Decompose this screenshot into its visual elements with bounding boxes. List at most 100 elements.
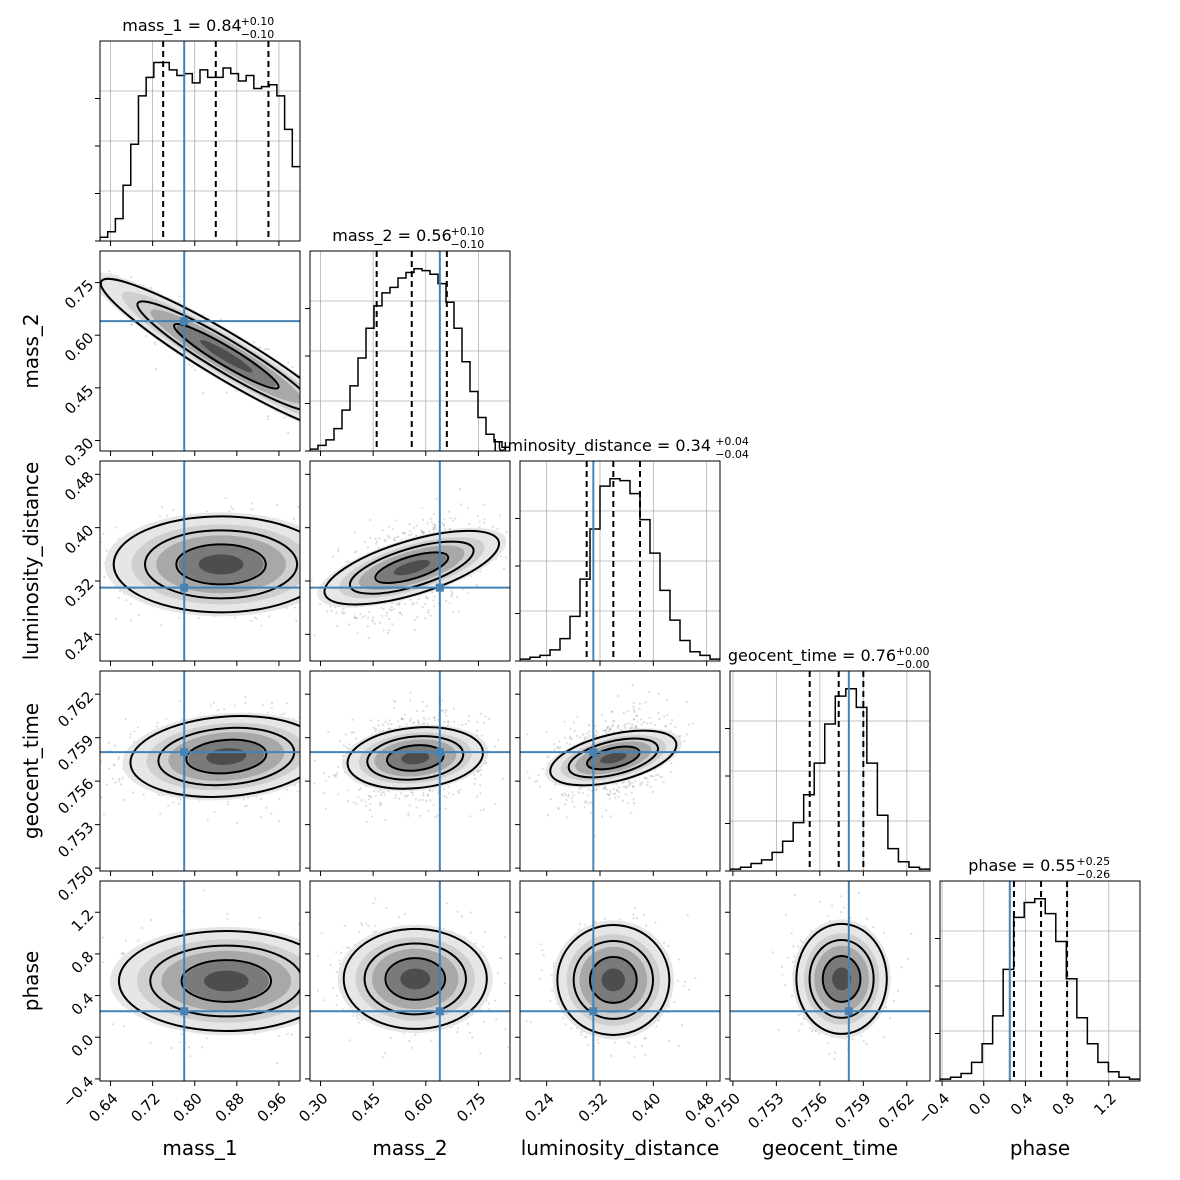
scatter-point bbox=[371, 619, 374, 622]
y-tick-label: 0.30 bbox=[61, 434, 97, 470]
scatter-point bbox=[394, 793, 397, 796]
scatter-point bbox=[311, 757, 313, 759]
scatter-point bbox=[205, 510, 208, 513]
scatter-point bbox=[417, 721, 420, 724]
y-tick-label: 0.48 bbox=[61, 468, 97, 504]
scatter-point bbox=[150, 286, 153, 289]
scatter-point bbox=[476, 721, 479, 724]
scatter-point bbox=[487, 717, 490, 721]
pair-panel-mass_2-vs-luminosity_distance bbox=[305, 460, 523, 666]
scatter-point bbox=[398, 611, 401, 614]
scatter-point bbox=[311, 418, 313, 420]
scatter-point bbox=[378, 801, 381, 804]
scatter-point bbox=[326, 755, 328, 757]
scatter-point bbox=[479, 792, 482, 795]
scatter-point bbox=[307, 398, 309, 400]
scatter-point bbox=[533, 780, 537, 783]
scatter-point bbox=[422, 716, 425, 720]
scatter-point bbox=[178, 616, 181, 619]
scatter-point bbox=[280, 713, 283, 716]
scatter-point bbox=[155, 725, 159, 728]
scatter-point bbox=[427, 609, 430, 612]
scatter-point bbox=[343, 611, 346, 614]
density-region bbox=[393, 559, 430, 576]
scatter-point bbox=[415, 709, 418, 713]
scatter-point bbox=[172, 801, 175, 804]
scatter-point bbox=[323, 774, 325, 776]
scatter-point bbox=[385, 614, 388, 617]
scatter-point bbox=[310, 551, 312, 553]
scatter-point bbox=[227, 800, 230, 803]
scatter-point bbox=[440, 699, 444, 702]
scatter-point bbox=[441, 522, 444, 525]
scatter-point bbox=[478, 526, 481, 529]
scatter-point bbox=[627, 784, 630, 787]
scatter-point bbox=[476, 729, 479, 732]
scatter-point bbox=[71, 735, 73, 737]
scatter-point bbox=[410, 790, 413, 794]
scatter-point bbox=[457, 790, 460, 793]
scatter-point bbox=[466, 592, 469, 595]
scatter-point bbox=[415, 524, 418, 527]
scatter-point bbox=[303, 583, 305, 585]
scatter-point bbox=[653, 723, 657, 727]
scatter-point bbox=[285, 788, 288, 792]
scatter-point bbox=[307, 757, 309, 759]
scatter-point bbox=[206, 818, 209, 821]
scatter-point bbox=[118, 590, 122, 593]
scatter-point bbox=[233, 704, 236, 707]
scatter-point bbox=[570, 797, 574, 800]
scatter-point bbox=[270, 701, 274, 705]
scatter-point bbox=[422, 530, 425, 533]
scatter-point bbox=[354, 617, 357, 620]
scatter-point bbox=[319, 603, 322, 606]
scatter-point bbox=[129, 602, 132, 605]
scatter-point bbox=[658, 717, 661, 721]
scatter-point bbox=[381, 529, 384, 532]
scatter-point bbox=[457, 610, 460, 613]
scatter-point bbox=[300, 563, 302, 565]
scatter-point bbox=[501, 777, 505, 780]
scatter-point bbox=[521, 529, 523, 531]
scatter-point bbox=[319, 693, 321, 695]
scatter-point bbox=[356, 632, 359, 635]
scatter-point bbox=[406, 794, 409, 797]
scatter-point bbox=[432, 523, 435, 526]
scatter-point bbox=[387, 629, 391, 632]
scatter-point bbox=[337, 421, 339, 423]
scatter-point bbox=[145, 334, 148, 338]
scatter-point bbox=[445, 714, 448, 717]
scatter-point bbox=[553, 748, 556, 751]
scatter-point bbox=[105, 783, 109, 786]
axes-frame bbox=[99, 250, 301, 452]
scatter-point bbox=[432, 526, 435, 530]
scatter-point bbox=[172, 508, 175, 511]
scatter-point bbox=[354, 737, 357, 740]
scatter-point bbox=[103, 575, 106, 579]
scatter-point bbox=[326, 575, 328, 577]
scatter-point bbox=[625, 785, 628, 788]
scatter-point bbox=[379, 803, 382, 807]
scatter-point bbox=[229, 505, 233, 508]
scatter-point bbox=[482, 503, 485, 506]
scatter-point bbox=[337, 550, 340, 553]
scatter-point bbox=[304, 394, 306, 396]
scatter-point bbox=[297, 505, 300, 509]
scatter-point bbox=[605, 729, 608, 732]
scatter-point bbox=[306, 565, 308, 567]
scatter-point bbox=[407, 534, 410, 537]
scatter-point bbox=[421, 507, 424, 510]
scatter-point bbox=[365, 820, 368, 823]
scatter-point bbox=[313, 737, 315, 739]
scatter-point bbox=[137, 613, 141, 617]
scatter-point bbox=[181, 718, 184, 721]
scatter-point bbox=[307, 416, 309, 418]
scatter-point bbox=[157, 793, 160, 797]
scatter-point bbox=[429, 799, 432, 802]
scatter-point bbox=[304, 753, 306, 755]
scatter-point bbox=[445, 796, 448, 799]
scatter-point bbox=[355, 550, 358, 553]
scatter-point bbox=[467, 506, 470, 510]
scatter-point bbox=[287, 431, 290, 435]
scatter-point bbox=[615, 789, 618, 792]
